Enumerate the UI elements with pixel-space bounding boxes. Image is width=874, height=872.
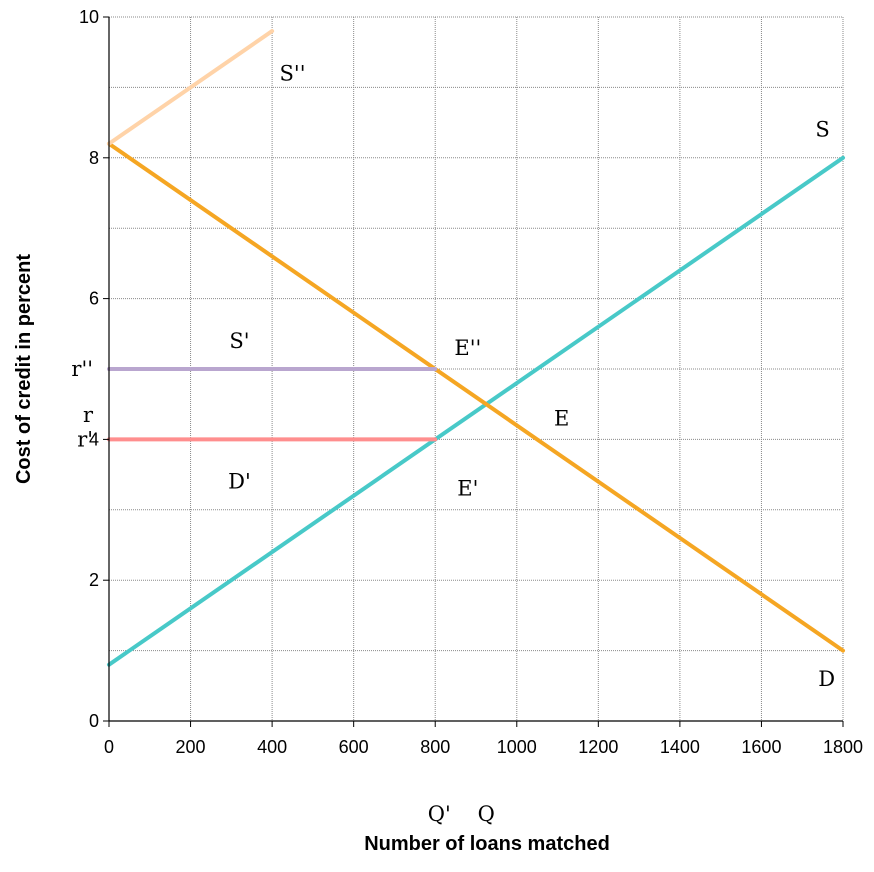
y-side-label: r: [83, 403, 94, 427]
series-line-S: [107, 155, 845, 667]
curve-annotation: S: [815, 118, 829, 142]
curve-annotation: E'': [454, 336, 481, 360]
x-tick-label: 400: [257, 737, 287, 757]
y-tick-label: 6: [89, 289, 99, 309]
x-tick-label: 200: [176, 737, 206, 757]
x-tick-label: 600: [339, 737, 369, 757]
axes: [103, 16, 844, 727]
series-line-Spp: [107, 29, 275, 146]
y-tick-label: 4: [89, 429, 99, 449]
series-line-D: [107, 141, 845, 653]
y-tick-label: 10: [79, 7, 99, 27]
y-side-label: r': [77, 427, 93, 451]
curve-annotation: E: [554, 406, 569, 430]
x-tick-label: 0: [104, 737, 114, 757]
x-below-label: Q': [428, 802, 451, 826]
curve-annotation: D: [818, 667, 835, 691]
x-tick-label: 1200: [578, 737, 618, 757]
x-tick-label: 800: [420, 737, 450, 757]
curve-annotation: E': [457, 477, 478, 501]
annotations: S'' S S' E'' E D' E' Dr'' rr' Q' Q: [71, 61, 835, 826]
curve-annotation: S'': [280, 61, 306, 85]
x-tick-label: 1000: [497, 737, 537, 757]
tick-labels: 0 2 4 6 8 10 0 200 400 600 800 1000 1200 1400 1600 1800: [79, 7, 863, 757]
y-tick-label: 0: [89, 711, 99, 731]
x-tick-label: 1600: [741, 737, 781, 757]
curve-annotation: S': [229, 329, 249, 353]
y-tick-label: 2: [89, 570, 99, 590]
y-tick-label: 8: [89, 148, 99, 168]
curve-annotation: D': [228, 470, 251, 494]
series-layer: [107, 29, 845, 667]
x-below-label: Q: [478, 802, 495, 826]
x-tick-label: 1400: [660, 737, 700, 757]
x-tick-label: 1800: [823, 737, 863, 757]
y-axis-title: Cost of credit in percent: [13, 254, 35, 484]
x-axis-title: Number of loans matched: [364, 833, 610, 855]
y-side-label: r'': [71, 357, 93, 381]
